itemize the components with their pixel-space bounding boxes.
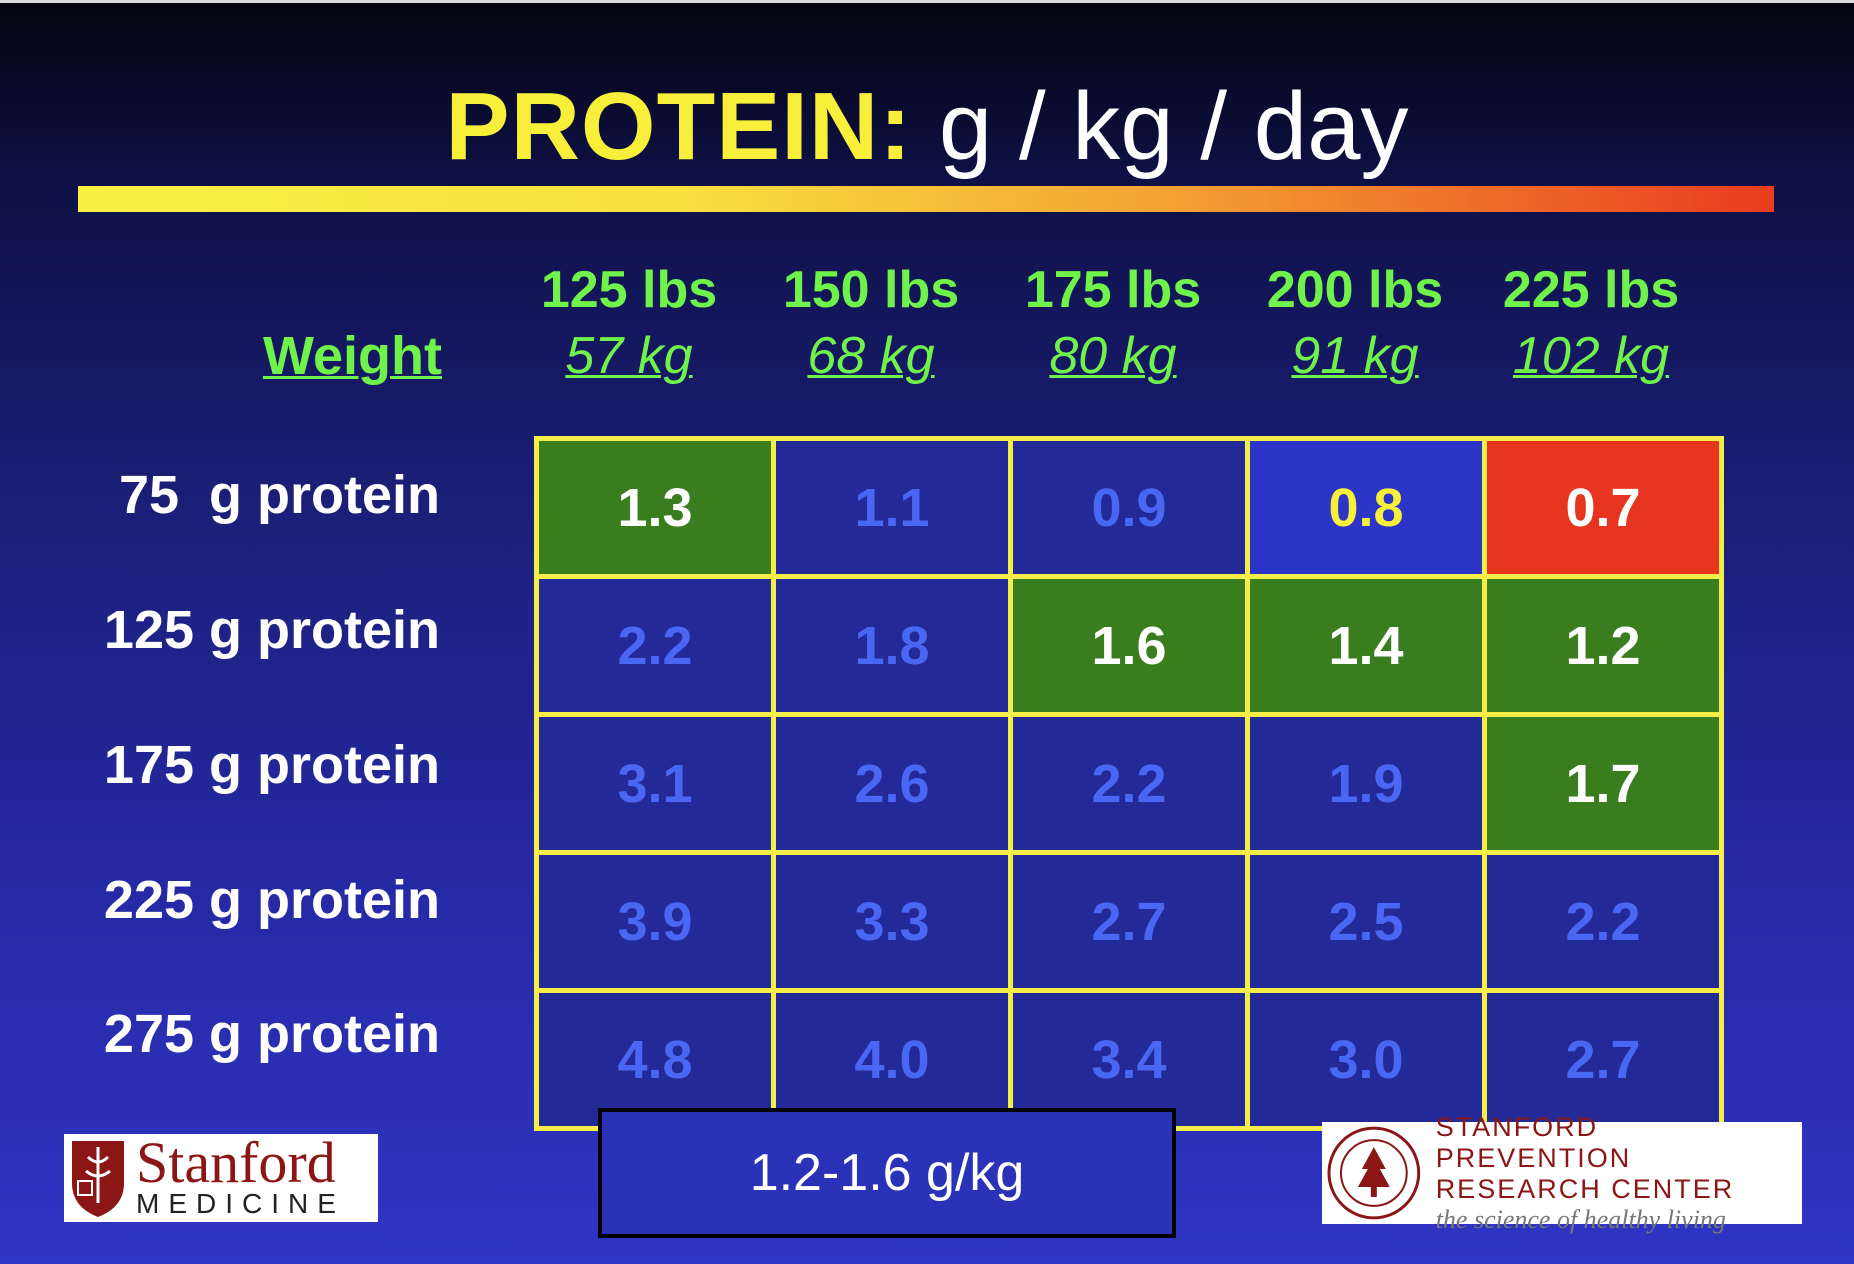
gradient-divider [78,186,1774,212]
table-cell: 0.7 [1487,441,1719,574]
logo-tagline: the science of healthy living [1435,1204,1726,1234]
recommended-range-box: 1.2-1.6 g/kg [598,1108,1176,1238]
table-cell: 3.1 [539,717,771,850]
table-cell: 4.0 [776,993,1008,1126]
table-cell: 1.4 [1250,579,1482,712]
table-cell: 3.3 [776,855,1008,988]
table-cell: 1.6 [1013,579,1245,712]
column-header-kg: 80 kg [1049,327,1177,385]
table-cell: 3.9 [539,855,771,988]
row-label: 75 g protein [118,465,440,525]
protein-table: 1.3 1.1 0.9 0.8 0.7 2.2 1.8 1.6 1.4 1.2 3.1 2.6 2.2 1… [534,436,1724,1131]
table-cell: 3.0 [1250,993,1482,1126]
table-cell: 1.3 [539,441,771,574]
column-header-kg: 57 kg [565,327,693,385]
column-header-lbs: 225 lbs [1502,261,1680,319]
table-cell: 2.7 [1487,993,1719,1126]
table-cell: 3.4 [1013,993,1245,1126]
table-cell: 2.2 [1013,717,1245,850]
column-header-kg: 102 kg [1512,327,1670,385]
column-header-lbs: 125 lbs [540,261,718,319]
row-label: 275 g protein [103,1004,440,1064]
table-cell: 2.2 [1487,855,1719,988]
table-cell: 1.7 [1487,717,1719,850]
slide-title: PROTEIN: g / kg / day [0,72,1854,182]
top-border [0,0,1854,3]
stanford-shield-icon [72,1141,124,1217]
medicine-wordmark: MEDICINE [136,1188,345,1219]
stanford-seal-icon [1327,1126,1421,1220]
column-header-lbs: 200 lbs [1266,261,1444,319]
table-cell: 1.1 [776,441,1008,574]
table-cell: 2.7 [1013,855,1245,988]
title-units: g / kg / day [912,73,1409,180]
title-protein: PROTEIN: [445,73,913,180]
table-cell: 4.8 [539,993,771,1126]
table-cell: 1.2 [1487,579,1719,712]
table-cell: 2.2 [539,579,771,712]
row-label: 175 g protein [103,735,440,795]
logo-line-1: STANFORD PREVENTION [1435,1111,1632,1173]
column-header-kg: 68 kg [807,327,935,385]
column-header-lbs: 175 lbs [1024,261,1202,319]
table-cell: 1.9 [1250,717,1482,850]
table-cell: 2.5 [1250,855,1482,988]
logo-line-2: RESEARCH CENTER [1435,1173,1735,1204]
weight-label: Weight [263,326,442,386]
column-header-lbs: 150 lbs [782,261,960,319]
stanford-wordmark: Stanford [136,1130,336,1195]
column-header-kg: 91 kg [1291,327,1419,385]
row-label: 225 g protein [103,870,440,930]
table-cell: 1.8 [776,579,1008,712]
table-cell: 2.6 [776,717,1008,850]
recommended-range-text: 1.2-1.6 g/kg [749,1144,1025,1202]
table-cell: 0.8 [1250,441,1482,574]
row-label: 125 g protein [103,600,440,660]
stanford-medicine-logo: Stanford MEDICINE [64,1134,378,1222]
table-cell: 0.9 [1013,441,1245,574]
stanford-prevention-logo: STANFORD PREVENTION RESEARCH CENTER the … [1322,1112,1802,1234]
